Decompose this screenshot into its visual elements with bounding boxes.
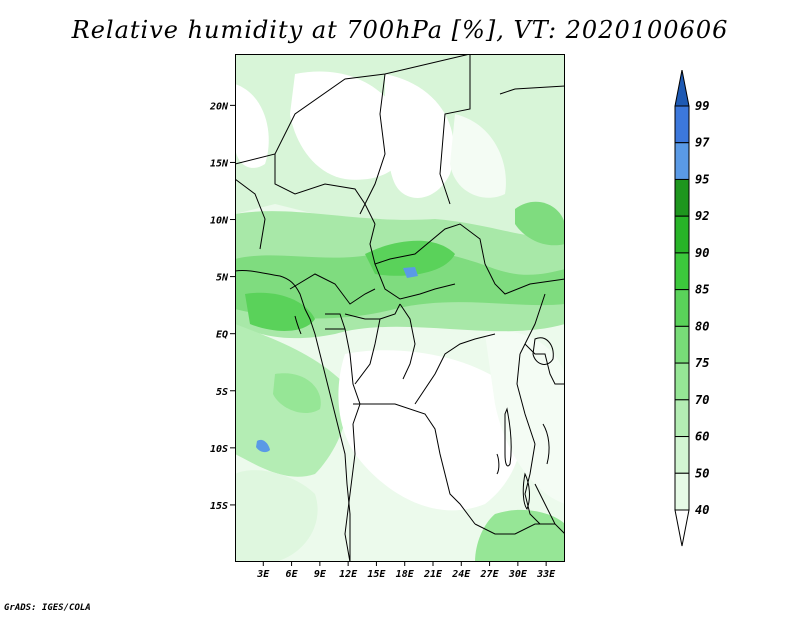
lon-tick-label: 15E: [367, 569, 386, 580]
map-frame: [235, 54, 565, 562]
colorbar-segment: [674, 362, 690, 401]
colorbar-segment: [674, 178, 690, 217]
colorbar-segment: [674, 289, 690, 327]
lon-tick-label: 27E: [480, 569, 500, 580]
lat-tick-label: 5N: [216, 273, 229, 284]
colorbar-label: 85: [695, 283, 709, 297]
humidity-fill-layer: [235, 54, 565, 562]
humidity-zone-band-2: [235, 249, 565, 319]
colorbar-segment: [674, 252, 690, 291]
humidity-zone-south-core: [273, 373, 321, 414]
colorbar-segment: [674, 142, 690, 180]
lon-tick-label: 12E: [339, 569, 358, 580]
humidity-zone-libya-dry: [385, 74, 454, 198]
colorbar-segment: [674, 215, 690, 254]
colorbar-label: 70: [695, 393, 709, 407]
humidity-zone-core-2: [365, 240, 455, 276]
lon-tick-label: 6E: [286, 569, 299, 580]
grads-credit: GrADS: IGES/COLA: [4, 603, 91, 613]
colorbar-label: 50: [695, 466, 709, 480]
colorbar-top-triangle: [674, 70, 690, 107]
colorbar-segment: [674, 325, 690, 364]
colorbar-label: 99: [695, 99, 709, 113]
lon-tick-label: 3E: [256, 569, 270, 580]
humidity-zone-southwest-green: [235, 470, 318, 562]
lat-tick-label: 20N: [209, 101, 229, 112]
colorbar-segment: [674, 436, 690, 474]
humidity-zone-south-dry: [338, 350, 523, 511]
lon-tick-label: 33E: [536, 569, 556, 580]
lon-tick-label: 18E: [396, 569, 415, 580]
colorbar-segment: [674, 399, 690, 438]
humidity-patch-97-north: [403, 267, 418, 278]
colorbar-label: 75: [695, 356, 709, 370]
colorbar-segment: [674, 472, 690, 511]
humidity-zone-core-3: [515, 201, 565, 246]
humidity-zone-sahara-dry: [290, 71, 407, 180]
lon-tick-label: 9E: [314, 569, 327, 580]
colorbar-label: 92: [695, 209, 709, 223]
latitude-axis: 20N 15N 10N 5N EQ 5S 10S 15S: [209, 101, 236, 512]
colorbar-label: 40: [695, 503, 709, 517]
humidity-map: [235, 54, 565, 562]
lat-tick-label: 15N: [210, 158, 229, 169]
humidity-zone-east-light: [485, 331, 565, 504]
colorbar-bottom-triangle: [674, 509, 690, 547]
lat-tick-label: 10S: [210, 444, 228, 455]
lon-tick-label: 30E: [508, 569, 528, 580]
map-title: Relative humidity at 700hPa [%], VT: 202…: [71, 16, 729, 44]
humidity-zone-east-dry: [450, 114, 506, 198]
humidity-zone-west-dry: [235, 84, 269, 168]
humidity-zone-southeast-green: [475, 509, 565, 562]
colorbar-label: 90: [695, 246, 709, 260]
colorbar-segment: [674, 105, 690, 144]
lat-tick-label: 10N: [210, 216, 229, 227]
humidity-zone-core-1: [245, 292, 315, 331]
lake-outlines: [496, 337, 554, 510]
colorbar: 40 50 60 70 75 80 85 90 92 95 97 99: [674, 70, 710, 547]
country-borders: [235, 54, 565, 562]
longitude-axis: 3E 6E 9E 12E 15E 18E 21E 24E 27E 30E 33E: [256, 562, 556, 580]
colorbar-label: 97: [695, 136, 710, 150]
lon-tick-label: 24E: [451, 569, 471, 580]
lat-tick-label: EQ: [216, 330, 228, 341]
colorbar-label: 80: [695, 319, 709, 333]
colorbar-label: 95: [695, 172, 709, 186]
coastline: [235, 270, 351, 562]
humidity-patch-97-south: [256, 439, 270, 453]
colorbar-label: 60: [695, 430, 709, 444]
lat-tick-label: 15S: [210, 501, 228, 512]
lon-tick-label: 21E: [423, 569, 443, 580]
lat-tick-label: 5S: [216, 387, 228, 398]
